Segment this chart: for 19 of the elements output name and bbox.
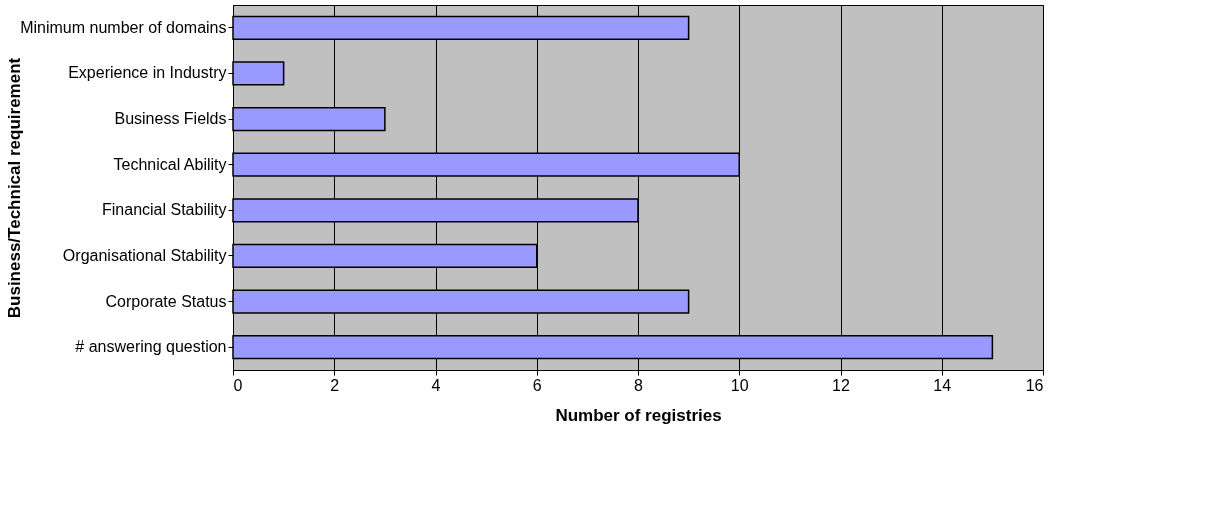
y-tick-label: # answering question [75, 338, 227, 356]
y-axis-title: Business/Technical requirement [4, 57, 24, 319]
x-tick-label: 2 [330, 376, 340, 394]
x-tick-label: 0 [233, 376, 243, 394]
y-tick-label: Technical Ability [113, 155, 227, 173]
x-tick-label: 16 [1025, 376, 1044, 394]
y-tick-label: Minimum number of domains [20, 18, 227, 36]
y-tick-label: Financial Stability [102, 201, 227, 219]
x-tick-label: 10 [730, 376, 749, 394]
x-tick-label: 4 [431, 376, 441, 394]
y-tick-label: Business Fields [114, 110, 227, 128]
y-tick-label: Organisational Stability [62, 246, 227, 264]
x-axis-title: Number of registries [555, 405, 722, 425]
x-tick-label: 6 [532, 376, 542, 394]
x-tick-label: 12 [832, 376, 850, 394]
y-tick-label: Experience in Industry [68, 64, 227, 82]
x-tick-label: 8 [634, 376, 644, 394]
y-tick-label: Corporate Status [105, 292, 227, 310]
x-tick-label: 14 [933, 376, 952, 394]
